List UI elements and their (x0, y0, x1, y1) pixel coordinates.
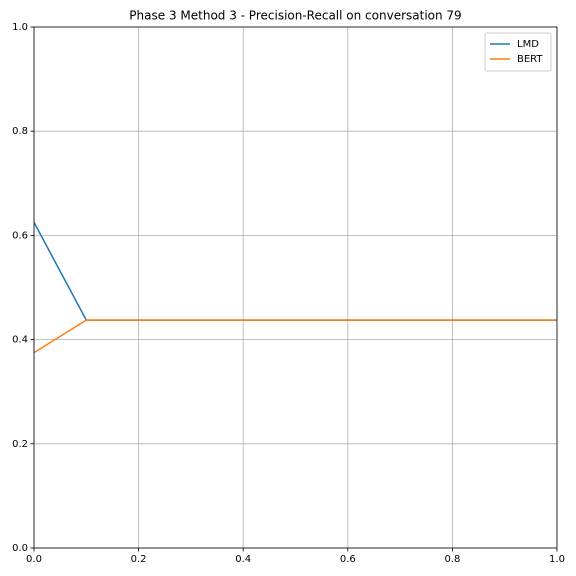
y-tick-label: 0.6 (12, 230, 28, 241)
y-tick-label: 0.4 (12, 335, 28, 346)
x-tick-label: 1.0 (549, 554, 565, 565)
legend-box (484, 32, 552, 72)
x-tick-label: 0.6 (340, 554, 356, 565)
y-tick-label: 0.0 (12, 543, 28, 554)
x-tick-label: 0.0 (26, 554, 42, 565)
y-tick-label: 0.8 (12, 126, 28, 137)
x-tick-label: 0.8 (444, 554, 460, 565)
y-tick-label: 1.0 (12, 22, 28, 33)
series-line (34, 222, 557, 321)
plot-frame (33, 26, 558, 549)
chart-title: Phase 3 Method 3 - Precision-Recall on c… (129, 9, 461, 23)
legend-label: BERT (517, 54, 543, 65)
x-tick-label: 0.2 (131, 554, 147, 565)
x-tick-label: 0.4 (235, 554, 251, 565)
legend-label: LMD (517, 39, 539, 50)
series-line (34, 319, 557, 354)
y-tick-label: 0.2 (12, 439, 28, 450)
